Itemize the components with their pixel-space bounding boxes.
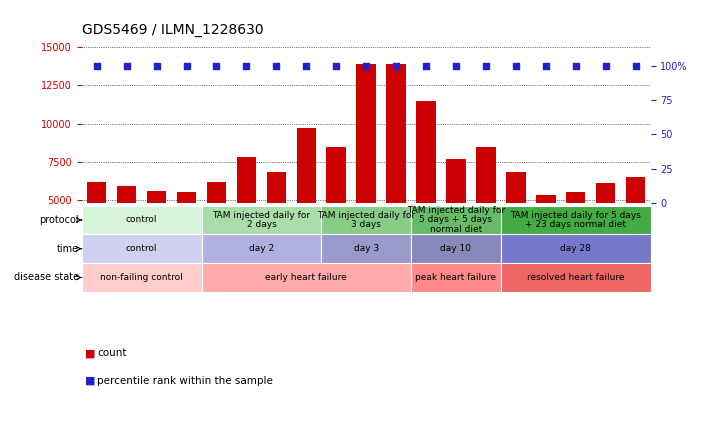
Bar — [207, 181, 226, 276]
Text: day 28: day 28 — [560, 244, 591, 253]
Text: ■: ■ — [85, 348, 96, 358]
Text: ■: ■ — [85, 376, 96, 386]
Text: time: time — [57, 244, 79, 254]
Point — [600, 62, 611, 69]
Point — [480, 62, 491, 69]
Text: peak heart failure: peak heart failure — [415, 273, 496, 282]
Text: non-failing control: non-failing control — [100, 273, 183, 282]
Bar — [267, 173, 286, 276]
Bar — [596, 183, 616, 276]
Point — [630, 62, 641, 69]
Point — [360, 62, 372, 69]
Text: TAM injected daily for 5 days
+ 23 days normal diet: TAM injected daily for 5 days + 23 days … — [510, 211, 641, 229]
Bar — [87, 181, 107, 276]
Text: day 2: day 2 — [249, 244, 274, 253]
Bar — [417, 101, 436, 276]
Text: early heart failure: early heart failure — [265, 273, 347, 282]
Bar — [566, 192, 585, 276]
Bar — [386, 64, 406, 276]
Bar — [356, 64, 376, 276]
Bar — [411, 234, 501, 263]
Bar — [117, 186, 137, 276]
Bar — [411, 263, 501, 292]
Bar — [321, 234, 411, 263]
Text: resolved heart failure: resolved heart failure — [527, 273, 624, 282]
Bar — [506, 173, 525, 276]
Bar — [177, 192, 196, 276]
Bar — [296, 128, 316, 276]
Point — [121, 62, 132, 69]
Bar — [536, 195, 555, 276]
Bar — [201, 234, 321, 263]
Text: TAM injected daily for
5 days + 5 days
normal diet: TAM injected daily for 5 days + 5 days n… — [407, 206, 505, 234]
Bar — [82, 263, 201, 292]
Bar — [411, 206, 501, 234]
Bar — [321, 206, 411, 234]
Point — [210, 62, 222, 69]
Point — [420, 62, 432, 69]
Text: control: control — [126, 244, 157, 253]
Bar — [82, 206, 201, 234]
Text: protocol: protocol — [39, 215, 79, 225]
Point — [151, 62, 162, 69]
Bar — [501, 263, 651, 292]
Text: percentile rank within the sample: percentile rank within the sample — [97, 376, 273, 386]
Text: TAM injected daily for
2 days: TAM injected daily for 2 days — [213, 211, 311, 229]
Point — [450, 62, 461, 69]
Text: day 10: day 10 — [441, 244, 471, 253]
Point — [271, 62, 282, 69]
Text: day 3: day 3 — [353, 244, 379, 253]
Bar — [326, 146, 346, 276]
Bar — [447, 159, 466, 276]
Point — [91, 62, 102, 69]
Bar — [501, 234, 651, 263]
Point — [331, 62, 342, 69]
Text: GDS5469 / ILMN_1228630: GDS5469 / ILMN_1228630 — [82, 23, 263, 37]
Text: count: count — [97, 348, 127, 358]
Bar — [476, 146, 496, 276]
Text: TAM injected daily for
3 days: TAM injected daily for 3 days — [317, 211, 415, 229]
Point — [301, 62, 312, 69]
Point — [390, 62, 402, 69]
Bar — [147, 191, 166, 276]
Text: control: control — [126, 215, 157, 225]
Bar — [201, 263, 411, 292]
Point — [181, 62, 192, 69]
Point — [540, 62, 552, 69]
Bar — [237, 157, 256, 276]
Point — [570, 62, 582, 69]
Text: disease state: disease state — [14, 272, 79, 283]
Bar — [201, 206, 321, 234]
Bar — [626, 177, 646, 276]
Point — [510, 62, 522, 69]
Point — [241, 62, 252, 69]
Bar — [82, 234, 201, 263]
Bar — [501, 206, 651, 234]
